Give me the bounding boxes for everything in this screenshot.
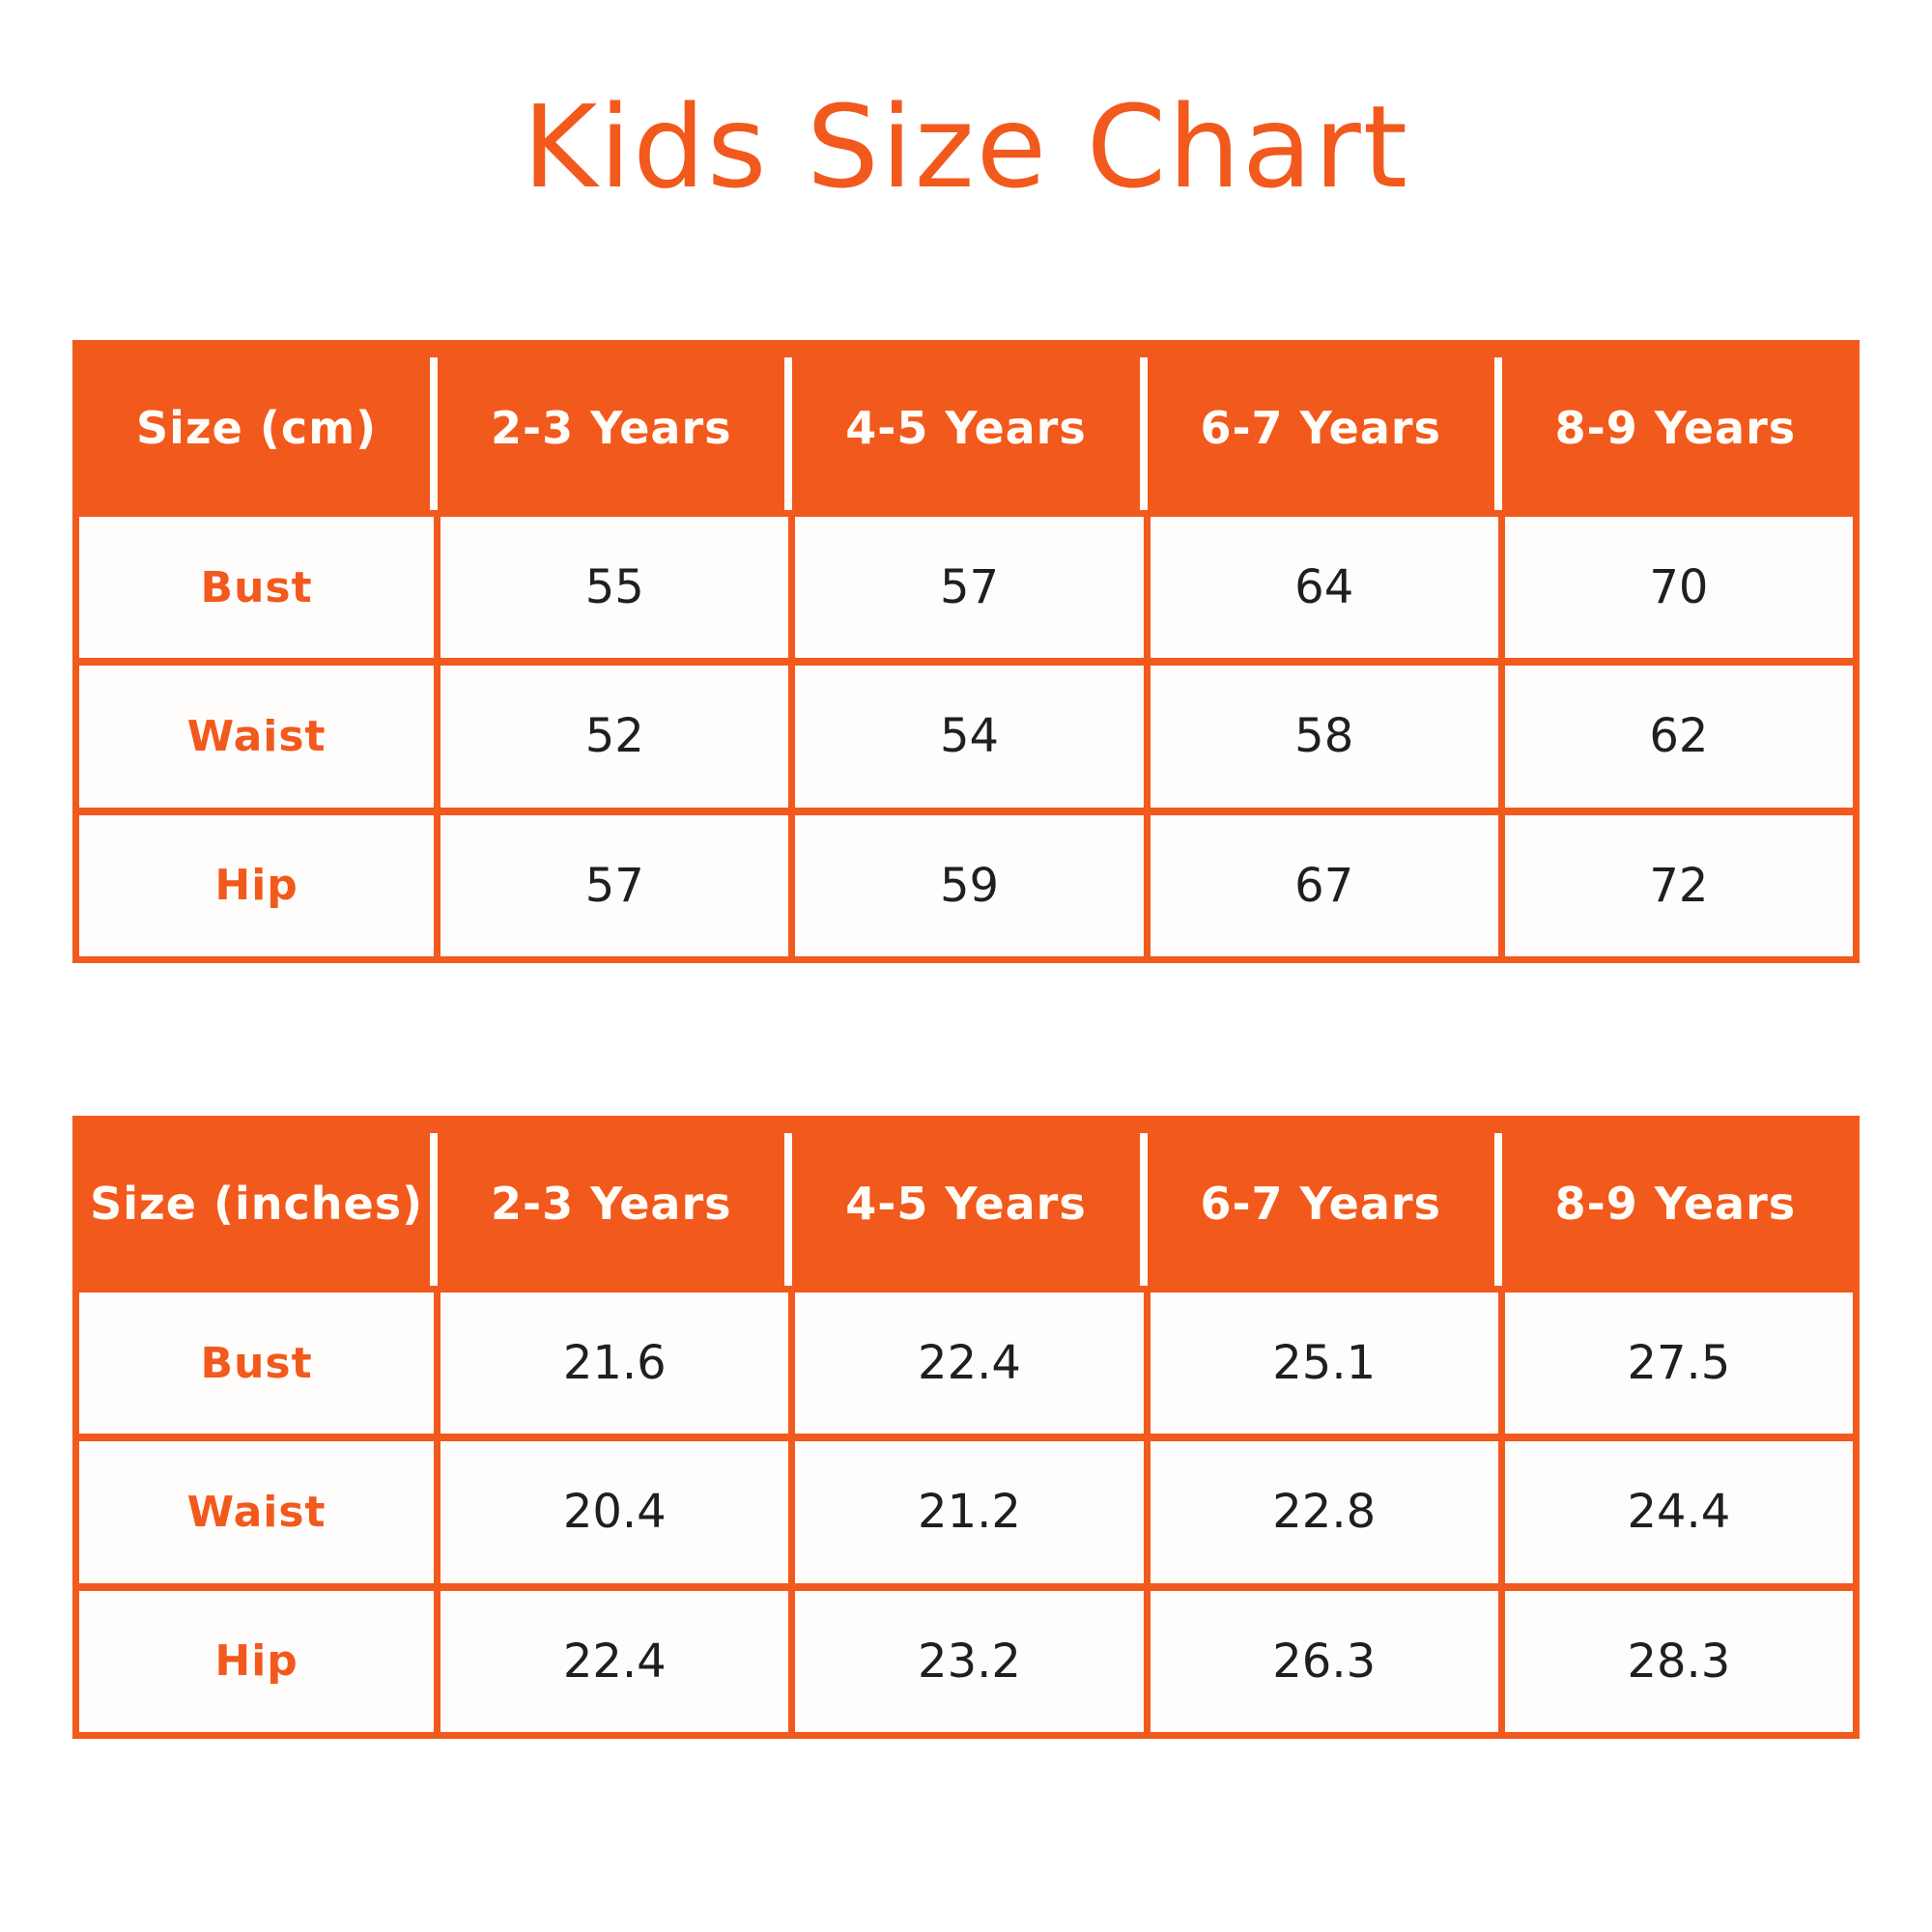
header-cell-4-5-years: 4-5 Years — [784, 346, 1145, 510]
row-label-bust: Bust — [79, 1285, 435, 1435]
value-cell: 28.3 — [1497, 1582, 1853, 1732]
header-cell-2-3-years: 2-3 Years — [430, 1122, 790, 1286]
value-cell: 55 — [434, 509, 789, 659]
header-cell-size-cm: Size (cm) — [78, 346, 436, 510]
value-cell: 23.2 — [788, 1582, 1144, 1732]
value-cell: 21.6 — [434, 1285, 789, 1435]
size-table-cm: Size (cm) 2-3 Years 4-5 Years 6-7 Years … — [72, 340, 1860, 963]
value-cell: 72 — [1497, 807, 1853, 956]
value-cell: 62 — [1497, 658, 1853, 808]
size-table-inches: Size (inches) 2-3 Years 4-5 Years 6-7 Ye… — [72, 1116, 1860, 1739]
value-cell: 27.5 — [1497, 1285, 1853, 1435]
value-cell: 57 — [434, 807, 789, 956]
value-cell: 20.4 — [434, 1434, 789, 1583]
value-cell: 26.3 — [1143, 1582, 1498, 1732]
value-cell: 22.4 — [434, 1582, 789, 1732]
header-cell-4-5-years: 4-5 Years — [784, 1122, 1145, 1286]
value-cell: 57 — [788, 509, 1144, 659]
row-label-bust: Bust — [79, 509, 435, 659]
header-cell-8-9-years: 8-9 Years — [1493, 1122, 1854, 1286]
header-cell-6-7-years: 6-7 Years — [1139, 1122, 1499, 1286]
row-label-waist: Waist — [79, 1434, 435, 1583]
value-cell: 58 — [1143, 658, 1498, 808]
value-cell: 59 — [788, 807, 1144, 956]
value-cell: 25.1 — [1143, 1285, 1498, 1435]
row-label-hip: Hip — [79, 1582, 435, 1732]
header-cell-8-9-years: 8-9 Years — [1493, 346, 1854, 510]
value-cell: 64 — [1143, 509, 1498, 659]
value-cell: 24.4 — [1497, 1434, 1853, 1583]
row-label-hip: Hip — [79, 807, 435, 956]
header-cell-2-3-years: 2-3 Years — [430, 346, 790, 510]
value-cell: 54 — [788, 658, 1144, 808]
page-title: Kids Size Chart — [522, 80, 1410, 213]
value-cell: 67 — [1143, 807, 1498, 956]
value-cell: 22.4 — [788, 1285, 1144, 1435]
value-cell: 21.2 — [788, 1434, 1144, 1583]
value-cell: 70 — [1497, 509, 1853, 659]
header-cell-6-7-years: 6-7 Years — [1139, 346, 1499, 510]
header-cell-size-inches: Size (inches) — [78, 1122, 436, 1286]
value-cell: 22.8 — [1143, 1434, 1498, 1583]
value-cell: 52 — [434, 658, 789, 808]
row-label-waist: Waist — [79, 658, 435, 808]
